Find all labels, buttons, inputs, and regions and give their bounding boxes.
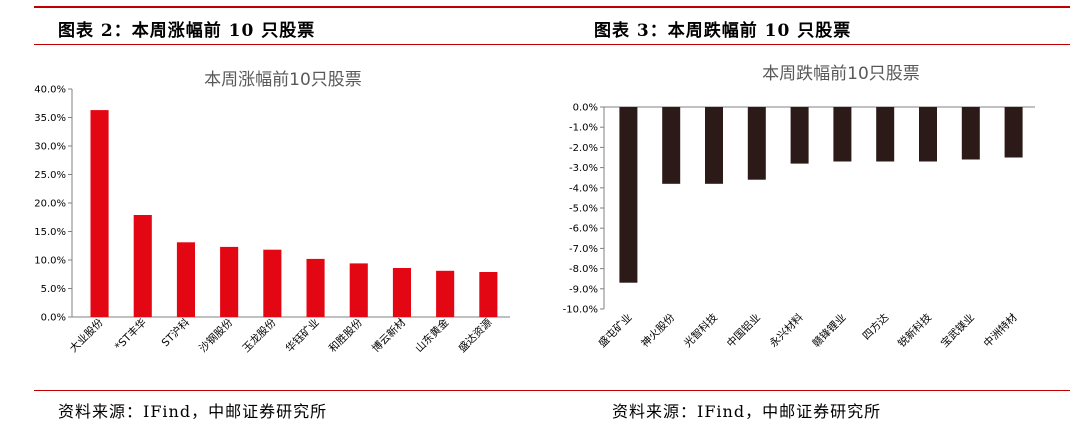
fall-chart-title: 本周跌幅前10只股票 — [762, 64, 920, 84]
fall-category-label: 中洲特材 — [981, 311, 1020, 350]
rise-category-label: 山东黄金 — [412, 316, 451, 355]
fall-bar — [790, 107, 809, 164]
rise-category-label: 和胜股份 — [327, 316, 366, 355]
figure-3-title: 图表 3：本周跌幅前 10 只股票 — [594, 21, 852, 41]
fall-y-tick-label: -3.0% — [569, 163, 598, 174]
fall-category-label: 光智科技 — [681, 311, 720, 350]
fall-y-tick-label: -6.0% — [569, 224, 598, 235]
rise-category-label: 博云新材 — [369, 316, 408, 355]
fall-y-tick-label: -2.0% — [569, 143, 598, 154]
rise-bar — [176, 242, 195, 317]
rise-y-tick-label: 5.0% — [41, 284, 66, 295]
rise-y-tick-label: 15.0% — [34, 227, 66, 238]
fall-y-tick-label: 0.0% — [573, 103, 598, 114]
rise-y-tick-label: 40.0% — [34, 85, 66, 96]
figure-2-source: 资料来源：IFind，中邮证券研究所 — [58, 402, 328, 421]
fall-y-tick-label: -10.0% — [563, 305, 598, 316]
rise-y-tick-label: 30.0% — [34, 142, 66, 153]
rise-y-tick-label: 25.0% — [34, 170, 66, 181]
rise-category-label: *ST丰华 — [112, 316, 149, 353]
rise-bar — [263, 249, 282, 317]
fall-category-label: 锐新科技 — [895, 311, 934, 350]
fall-category-label: 四方达 — [860, 311, 892, 343]
rise-y-tick-label: 35.0% — [34, 113, 66, 124]
fall-bar — [876, 107, 895, 162]
rise-category-label: 华钰矿业 — [283, 316, 322, 355]
fall-category-label: 赣锋锂业 — [810, 311, 849, 350]
rise-chart-title: 本周涨幅前10只股票 — [204, 70, 362, 90]
top-rule — [34, 6, 1070, 8]
fall-category-label: 盛屯矿业 — [596, 311, 635, 350]
fall-y-tick-label: -1.0% — [569, 123, 598, 134]
figure-2-title: 图表 2：本周涨幅前 10 只股票 — [58, 21, 316, 41]
rise-category-label: ST沪科 — [159, 316, 193, 350]
rise-bar — [392, 268, 411, 317]
rise-y-tick-label: 10.0% — [34, 256, 66, 267]
fall-category-label: 神火股份 — [638, 311, 677, 350]
rise-category-label: 玉龙股份 — [240, 316, 279, 355]
fall-y-tick-label: -9.0% — [569, 284, 598, 295]
fall-bar — [833, 107, 852, 162]
figure-3-source: 资料来源：IFind，中邮证券研究所 — [612, 402, 882, 421]
fall-y-tick-label: -8.0% — [569, 264, 598, 275]
rise-category-label: 沙钢股份 — [196, 316, 235, 355]
fall-bar — [961, 107, 980, 160]
fall-bar — [1004, 107, 1023, 158]
fall-bar — [919, 107, 937, 162]
title-rule — [34, 44, 1070, 45]
rise-y-tick-label: 20.0% — [34, 199, 66, 210]
fall-bar — [662, 107, 681, 184]
fall-bar — [705, 107, 723, 184]
rise-category-label: 盛达资源 — [456, 316, 495, 355]
rise-y-tick-label: 0.0% — [41, 313, 66, 324]
fall-y-tick-label: -4.0% — [569, 183, 598, 194]
fall-category-label: 宝武镁业 — [938, 311, 977, 350]
fall-bar — [619, 107, 638, 283]
fall-category-label: 中国铝业 — [724, 311, 763, 350]
rise-bar — [436, 270, 455, 317]
rise-bar — [220, 246, 239, 317]
fall-y-tick-label: -5.0% — [569, 204, 598, 215]
fall-category-label: 永兴材料 — [767, 311, 806, 350]
rise-bar — [306, 258, 325, 317]
rise-bar — [349, 263, 368, 317]
rise-bar — [133, 215, 152, 317]
rise-bar — [479, 272, 498, 317]
fall-y-tick-label: -7.0% — [569, 244, 598, 255]
fall-bar — [747, 107, 766, 180]
bottom-rule — [34, 390, 1070, 391]
rise-category-label: 大业股份 — [67, 316, 106, 355]
rise-bar — [90, 110, 109, 317]
